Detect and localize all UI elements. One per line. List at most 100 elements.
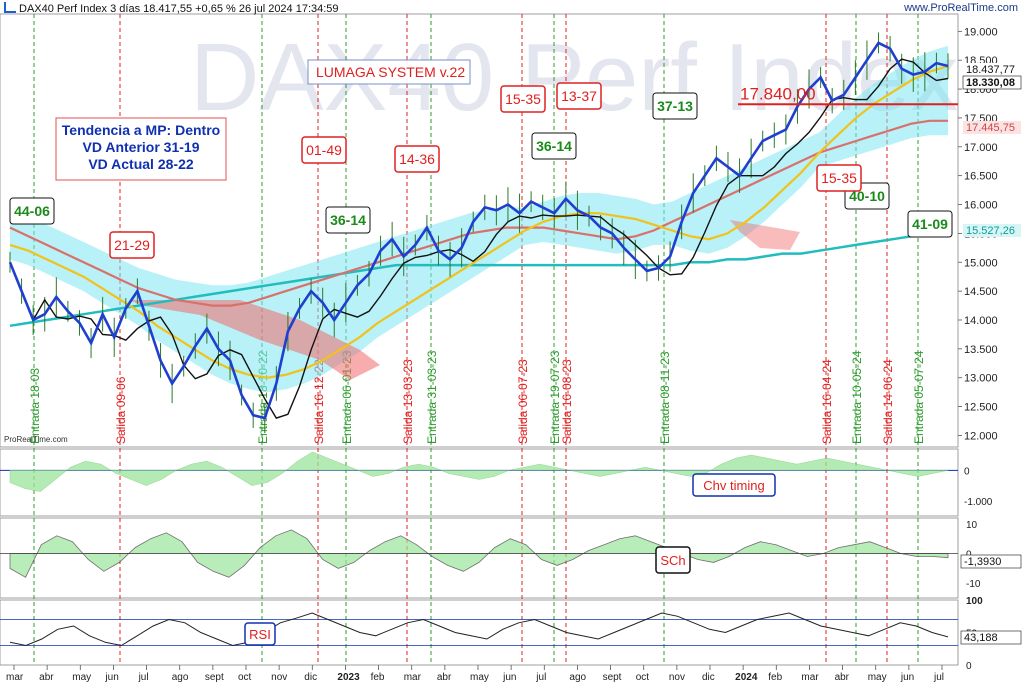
green-count-box <box>9 197 55 225</box>
bearish-cloud <box>130 300 380 380</box>
red-count-label: 14-36 <box>399 151 435 167</box>
chv-tick-label: 0 <box>964 466 970 477</box>
x-tick-label: ago <box>569 672 586 683</box>
green-count-label: 40-10 <box>849 188 885 204</box>
y-tick-label: 12.500 <box>964 402 998 414</box>
panel-frame <box>0 448 959 517</box>
rsi-value-label: 43,188 <box>964 632 998 644</box>
y-tick-label: 13.500 <box>964 344 998 356</box>
x-tick-label: feb <box>768 672 782 683</box>
red-count-label: 15-35 <box>505 91 541 107</box>
credit-text: ProRealTime.com <box>4 435 68 444</box>
x-tick-label: dic <box>304 672 317 683</box>
value-tag-label: 15.527,26 <box>966 225 1015 237</box>
y-tick-label: 16.500 <box>964 171 998 183</box>
x-tick-label: sept <box>603 672 622 683</box>
x-tick-label: nov <box>669 672 685 683</box>
sch-tick-label: -10 <box>966 579 981 590</box>
x-tick-label: may <box>72 672 91 683</box>
x-tick-label: jun <box>502 672 516 683</box>
level-label: 17.840,00 <box>740 84 816 103</box>
x-tick-label: 2024 <box>735 672 758 683</box>
rsi-label-box <box>244 622 276 646</box>
trend-label: VD Anterior 31-19 <box>83 139 200 155</box>
chv-label-box <box>692 473 776 497</box>
green-count-label: 41-09 <box>912 216 948 232</box>
sch-area <box>9 529 949 578</box>
signal-label: Entrada 05-07-24 <box>912 350 926 444</box>
green-count-label: 44-06 <box>14 203 50 219</box>
panel-frame <box>0 13 959 448</box>
signal-label: Entrada 18-03 <box>28 368 42 444</box>
rsi-tick-label: 0 <box>966 661 972 672</box>
ma-long-line <box>9 230 949 328</box>
x-tick-label: mar <box>6 672 24 683</box>
x-tick-label: 2023 <box>337 672 360 683</box>
x-tick-label: nov <box>271 672 287 683</box>
signal-label: Entrada 10-05-24 <box>850 350 864 444</box>
x-tick-label: mar <box>404 672 422 683</box>
value-tag <box>962 75 1022 90</box>
signal-label: Salida 13-03-23 <box>401 359 415 444</box>
green-count-label: 36-14 <box>536 138 572 154</box>
x-tick-label: jun <box>104 672 118 683</box>
x-tick-label: oct <box>238 672 252 683</box>
rsi-value-tag <box>960 630 1022 645</box>
x-tick-label: dic <box>702 672 715 683</box>
chart-title: DAX40 Perf Index 3 días 18.417,55 +0,65 … <box>4 2 339 15</box>
signal-label: Entrada 19-07-23 <box>548 350 562 444</box>
x-tick-label: abr <box>835 672 850 683</box>
green-count-label: 36-14 <box>330 212 366 228</box>
y-tick-label: 16.000 <box>964 200 998 212</box>
signal-label: Salida 14-06-24 <box>881 359 895 444</box>
panel-frame <box>0 599 959 666</box>
green-count-label: 37-13 <box>657 98 693 114</box>
signal-label: Salida 16-12-22 <box>312 359 326 444</box>
chv-label: Chv timing <box>703 478 764 493</box>
x-tick-label: sept <box>205 672 224 683</box>
sch-value-tag <box>960 554 1022 569</box>
green-count-box <box>325 206 371 234</box>
rsi-label: RSI <box>249 627 271 642</box>
system-label: LUMAGA SYSTEM v.22 <box>316 64 465 80</box>
y-tick-label: 17.000 <box>964 142 998 154</box>
value-tag <box>963 63 1021 76</box>
rsi-tick-label: 100 <box>966 596 983 607</box>
signal-label: Entrada 31-03-23 <box>425 350 439 444</box>
ma-fast-line <box>9 64 949 379</box>
red-count-box <box>500 85 546 113</box>
red-count-label: 15-35 <box>821 170 857 186</box>
sch-label-box <box>655 546 691 574</box>
trend-label: Tendencia a MP: Dentro <box>62 122 220 138</box>
signal-label: Salida 09-06 <box>114 376 128 444</box>
sch-value-label: -1,3930 <box>964 556 1001 568</box>
x-tick-label: ago <box>172 672 189 683</box>
red-count-box <box>394 145 440 173</box>
green-count-box <box>652 92 698 120</box>
value-tag-label: 18.437,77 <box>966 64 1015 76</box>
value-tag-label: 18.330,08 <box>966 77 1015 89</box>
value-tag <box>963 121 1021 134</box>
x-tick-label: oct <box>636 672 650 683</box>
green-count-box <box>531 132 577 160</box>
y-tick-label: 19.000 <box>964 26 998 38</box>
y-tick-label: 14.000 <box>964 315 998 327</box>
red-count-box <box>556 82 602 110</box>
kijun-line <box>9 58 949 419</box>
signal-label: Salida 16-08-23 <box>560 359 574 444</box>
red-count-box <box>301 136 347 164</box>
x-tick-label: jul <box>933 672 944 683</box>
value-tag-label: 17.445,75 <box>966 122 1015 134</box>
bearish-cloud <box>730 220 800 250</box>
red-count-label: 21-29 <box>114 237 150 253</box>
source-credit: www.ProRealTime.com <box>904 2 1018 14</box>
x-tick-label: may <box>868 672 887 683</box>
red-count-box <box>109 231 155 259</box>
x-tick-label: feb <box>371 672 385 683</box>
panel-frame <box>0 517 959 599</box>
y-tick-label: 13.000 <box>964 373 998 385</box>
system-box <box>307 59 471 85</box>
x-tick-label: jul <box>138 672 149 683</box>
signal-label: Salida 06-07-23 <box>516 359 530 444</box>
